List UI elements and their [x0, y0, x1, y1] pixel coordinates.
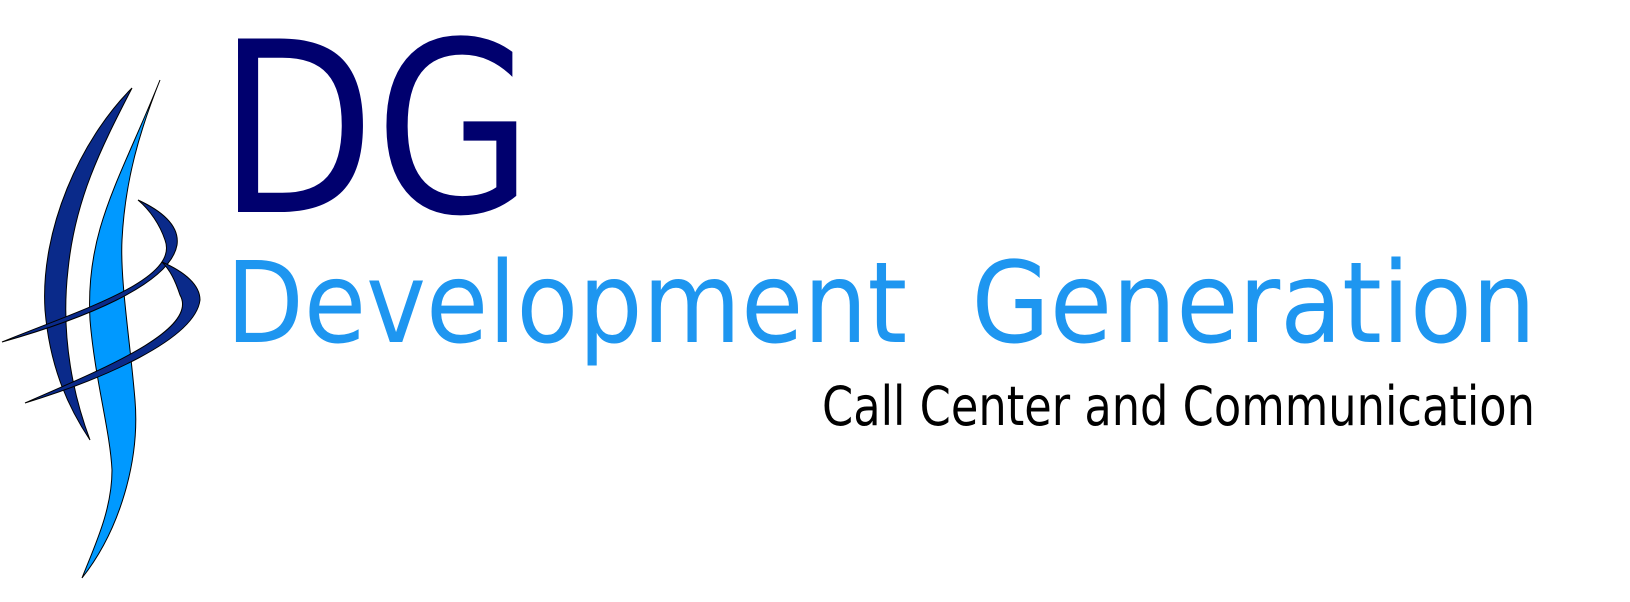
- swoosh-arc-lower: [24, 261, 201, 404]
- initials: DG: [218, 0, 533, 269]
- swoosh-arc-upper: [1, 199, 178, 343]
- swoosh-light: [81, 79, 161, 579]
- tagline: Call Center and Communication: [822, 375, 1535, 438]
- logo-emblem: [1, 79, 201, 579]
- swoosh-dark: [44, 87, 133, 441]
- company-name: Development Generation: [226, 239, 1536, 369]
